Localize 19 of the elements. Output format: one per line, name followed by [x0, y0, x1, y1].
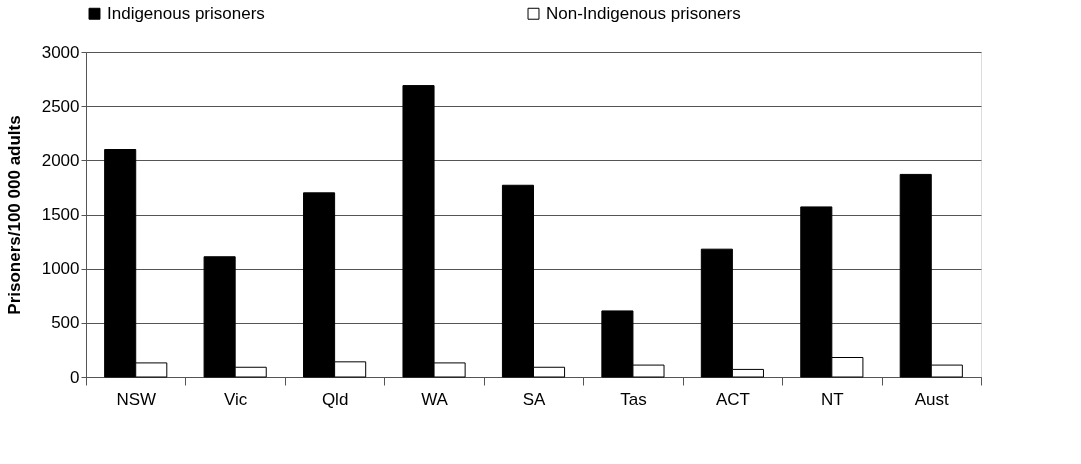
- x-tick-label: Vic: [224, 389, 248, 409]
- legend-label: Indigenous prisoners: [107, 3, 265, 23]
- y-tick-label: 2500: [41, 96, 80, 116]
- y-axis-title: Prisoners/100 000 adults: [4, 115, 24, 315]
- y-tick-label: 0: [70, 367, 80, 387]
- x-tick-label: Aust: [914, 389, 950, 409]
- x-tick-label: NT: [821, 389, 844, 409]
- x-tick-label: Tas: [620, 389, 647, 409]
- x-tick-label: Qld: [321, 389, 349, 409]
- y-tick-label: 500: [51, 313, 80, 333]
- x-tick-label: NSW: [116, 389, 157, 409]
- y-tick-label: 1500: [41, 205, 80, 224]
- y-tick-label: 2000: [41, 150, 80, 170]
- x-tick-label: ACT: [715, 389, 750, 409]
- legend-label: Non-Indigenous prisoners: [546, 3, 741, 23]
- x-tick-label: SA: [522, 389, 546, 409]
- x-tick-label: WA: [421, 389, 449, 409]
- y-tick-label: 1000: [41, 259, 80, 279]
- y-tick-label: 3000: [41, 42, 80, 62]
